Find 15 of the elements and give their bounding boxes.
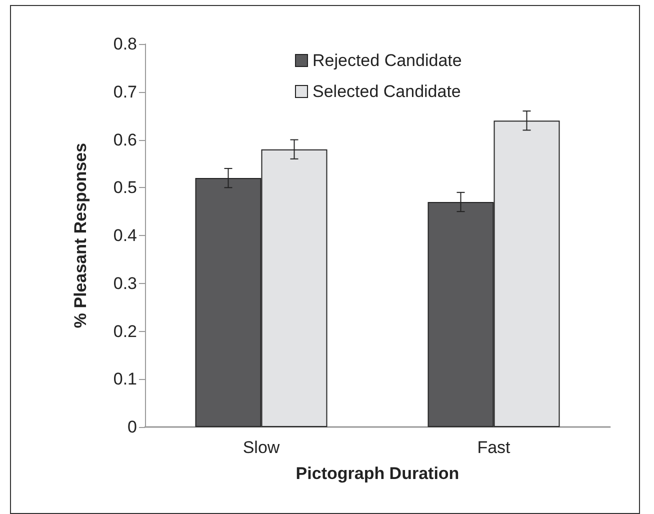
legend-label: Selected Candidate bbox=[312, 82, 461, 101]
y-tick-label: 0.4 bbox=[113, 226, 137, 245]
y-tick-label: 0.8 bbox=[113, 34, 137, 54]
x-tick-label: Fast bbox=[477, 438, 511, 457]
x-axis-title: Pictograph Duration bbox=[296, 464, 460, 483]
y-tick-label: 0.2 bbox=[113, 322, 137, 341]
y-tick-label: 0.1 bbox=[113, 370, 137, 389]
y-tick-label: 0.6 bbox=[113, 130, 137, 150]
y-tick-label: 0.7 bbox=[113, 82, 137, 102]
legend-label: Rejected Candidate bbox=[312, 51, 462, 70]
y-axis-title: % Pleasant Responses bbox=[71, 142, 90, 328]
y-tick-label: 0.5 bbox=[113, 178, 137, 198]
y-tick-label: 0.3 bbox=[113, 274, 137, 293]
x-tick-label: Slow bbox=[242, 438, 280, 457]
y-tick-label: 0 bbox=[128, 418, 137, 436]
